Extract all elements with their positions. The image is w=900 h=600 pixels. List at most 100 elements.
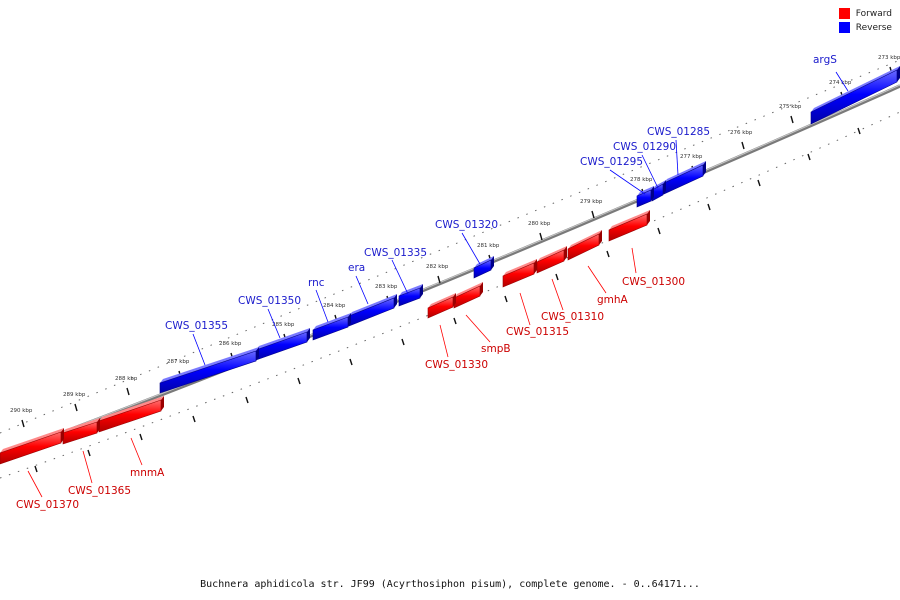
gene-feature-top (637, 186, 654, 196)
gene-leader-line (315, 289, 329, 323)
gene-feature-side (61, 428, 64, 443)
gene-label-cws_01370[interactable]: CWS_01370 (16, 499, 79, 511)
gene-leader-line (551, 278, 564, 311)
gene-feature-cws_01315[interactable] (502, 262, 535, 288)
gene-leader-line (675, 139, 679, 176)
gene-leader-line (130, 437, 143, 466)
gene-feature-top (349, 294, 397, 316)
gene-feature-top (474, 256, 494, 268)
gene-label-cws_01365[interactable]: CWS_01365 (68, 485, 131, 497)
tick-label: 290 kbp (10, 408, 33, 414)
tick-label: 282 kbp (426, 264, 449, 270)
gene-feature-side (161, 396, 164, 411)
tick-mark (297, 377, 301, 385)
gene-leader-line (267, 308, 281, 339)
tick-mark (437, 275, 441, 284)
tick-mark (539, 232, 543, 241)
tick-mark (657, 227, 661, 235)
tick-mark (74, 403, 78, 412)
gene-feature-top (609, 210, 650, 230)
tick-mark (34, 465, 38, 473)
tick-mark (606, 250, 610, 258)
tick-mark (555, 273, 559, 281)
gene-label-cws_01355[interactable]: CWS_01355 (165, 320, 228, 332)
tick-mark (857, 127, 861, 135)
gene-label-cws_01300[interactable]: CWS_01300 (622, 276, 685, 288)
tick-label: 280 kbp (528, 221, 551, 227)
gene-label-smpb[interactable]: smpB (481, 343, 511, 355)
gene-label-cws_01320[interactable]: CWS_01320 (435, 219, 498, 231)
gene-feature-top (568, 230, 602, 249)
tick-label: 284 kbp (323, 303, 346, 309)
tick-label: 276 kbp (730, 130, 753, 136)
gene-feature-top (99, 396, 164, 421)
gene-feature-cws_01355[interactable] (159, 350, 257, 394)
gene-label-cws_01295[interactable]: CWS_01295 (580, 156, 643, 168)
legend-item-forward: Forward (838, 8, 892, 19)
gene-leader-line (835, 71, 849, 92)
gene-feature-top (399, 284, 423, 296)
gene-label-era[interactable]: era (348, 262, 365, 274)
gene-feature-top (811, 66, 900, 112)
gene-leader-line (461, 232, 481, 265)
legend-label-reverse: Reverse (855, 22, 892, 33)
gene-label-cws_01350[interactable]: CWS_01350 (238, 295, 301, 307)
gene-label-rnc[interactable]: rnc (308, 277, 325, 289)
gene-leader-line (465, 314, 491, 343)
gene-feature-top (454, 282, 483, 298)
gene-label-cws_01310[interactable]: CWS_01310 (541, 311, 604, 323)
gene-feature-side (663, 180, 666, 195)
gene-feature-top (428, 293, 456, 308)
tick-mark (453, 317, 457, 325)
gene-feature-side (703, 161, 706, 176)
tick-mark (192, 415, 196, 423)
tick-label: 281 kbp (477, 243, 500, 249)
gene-label-cws_01285[interactable]: CWS_01285 (647, 126, 710, 138)
gene-feature-args[interactable] (810, 69, 898, 125)
legend-swatch-reverse (838, 22, 850, 33)
gene-feature-cws_01300[interactable] (608, 213, 648, 242)
gene-feature-top (313, 313, 351, 330)
gene-feature-top (63, 418, 100, 433)
gene-feature-side (480, 282, 483, 296)
gene-feature-side (651, 186, 654, 201)
tick-mark (790, 115, 794, 124)
gene-label-mnma[interactable]: mnmA (130, 467, 165, 479)
gene-leader-line (609, 169, 646, 195)
gene-leader-line (641, 154, 659, 189)
gene-label-cws_01290[interactable]: CWS_01290 (613, 141, 676, 153)
tick-marks-upper (21, 66, 893, 428)
gene-label-cws_01315[interactable]: CWS_01315 (506, 326, 569, 338)
tick-mark (21, 419, 25, 428)
gene-leader-line (355, 275, 369, 305)
gene-label-args[interactable]: argS (813, 54, 837, 66)
gene-feature-smpb[interactable] (453, 285, 481, 309)
tick-mark (349, 358, 353, 366)
gene-feature-side (420, 284, 423, 298)
gene-label-gmha[interactable]: gmhA (597, 294, 629, 306)
tick-label: 279 kbp (580, 199, 603, 205)
tick-label: 278 kbp (630, 177, 653, 183)
legend-label-forward: Forward (855, 8, 892, 19)
gene-feature-rnc[interactable] (312, 316, 349, 341)
gene-label-cws_01330[interactable]: CWS_01330 (425, 359, 488, 371)
gene-features (0, 66, 900, 465)
gene-feature-top (160, 347, 259, 383)
gene-leader-line (587, 265, 607, 294)
gene-label-leaders (27, 71, 849, 498)
gene-feature-top (503, 259, 537, 276)
tick-label: 285 kbp (272, 322, 295, 328)
tick-mark (504, 295, 508, 303)
gene-leader-line (192, 333, 206, 366)
gene-feature-top (664, 161, 706, 183)
tick-mark (757, 179, 761, 187)
gene-feature-gmha[interactable] (567, 233, 600, 261)
tick-mark (807, 153, 811, 161)
gene-feature-side (307, 328, 310, 342)
gene-feature-side (256, 347, 259, 361)
gene-feature-side (599, 230, 602, 245)
legend-swatch-forward (838, 8, 850, 19)
gene-label-cws_01335[interactable]: CWS_01335 (364, 247, 427, 259)
tick-marks-lower (34, 127, 861, 473)
gene-leader-line (519, 292, 531, 326)
